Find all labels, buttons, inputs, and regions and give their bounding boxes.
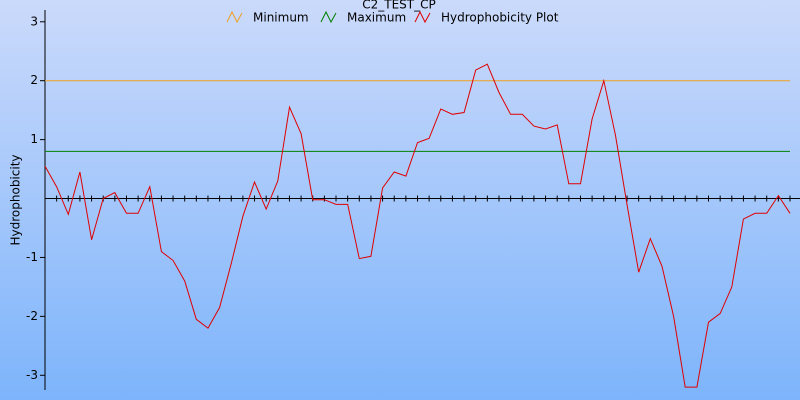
legend-icon (226, 10, 243, 24)
chart-title: C2_TEST_CP (362, 0, 436, 12)
y-tick-label: 1 (30, 132, 38, 146)
y-tick-label: 3 (30, 14, 38, 28)
legend-label: Maximum (347, 11, 406, 25)
y-axis-label: Hydrophobicity (9, 154, 23, 245)
data-line (44, 63, 791, 388)
y-tick-label: -3 (26, 368, 38, 382)
legend-icon (320, 10, 337, 24)
legend-label: Minimum (253, 11, 309, 25)
y-tick-label: 2 (30, 73, 38, 87)
legend-label: Hydrophobicity Plot (441, 11, 559, 25)
y-tick-label: -2 (26, 309, 38, 323)
y-tick-label: -1 (26, 250, 38, 264)
legend-icon (414, 10, 431, 24)
